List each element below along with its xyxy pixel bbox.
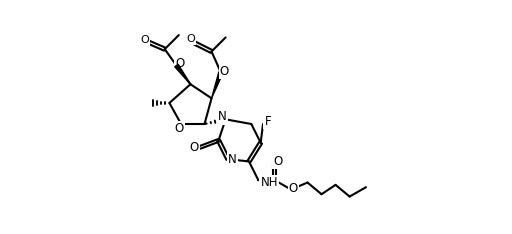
Polygon shape <box>211 72 223 98</box>
Text: O: O <box>175 57 184 70</box>
Text: O: O <box>289 182 298 195</box>
Text: F: F <box>264 115 271 128</box>
Text: N: N <box>228 153 237 166</box>
Text: O: O <box>186 34 195 44</box>
Text: O: O <box>220 65 229 78</box>
Polygon shape <box>175 64 190 84</box>
Text: NH: NH <box>261 176 278 189</box>
Text: O: O <box>273 155 283 168</box>
Text: O: O <box>140 35 149 45</box>
Text: N: N <box>218 110 226 124</box>
Text: O: O <box>189 141 199 154</box>
Text: O: O <box>174 122 183 135</box>
